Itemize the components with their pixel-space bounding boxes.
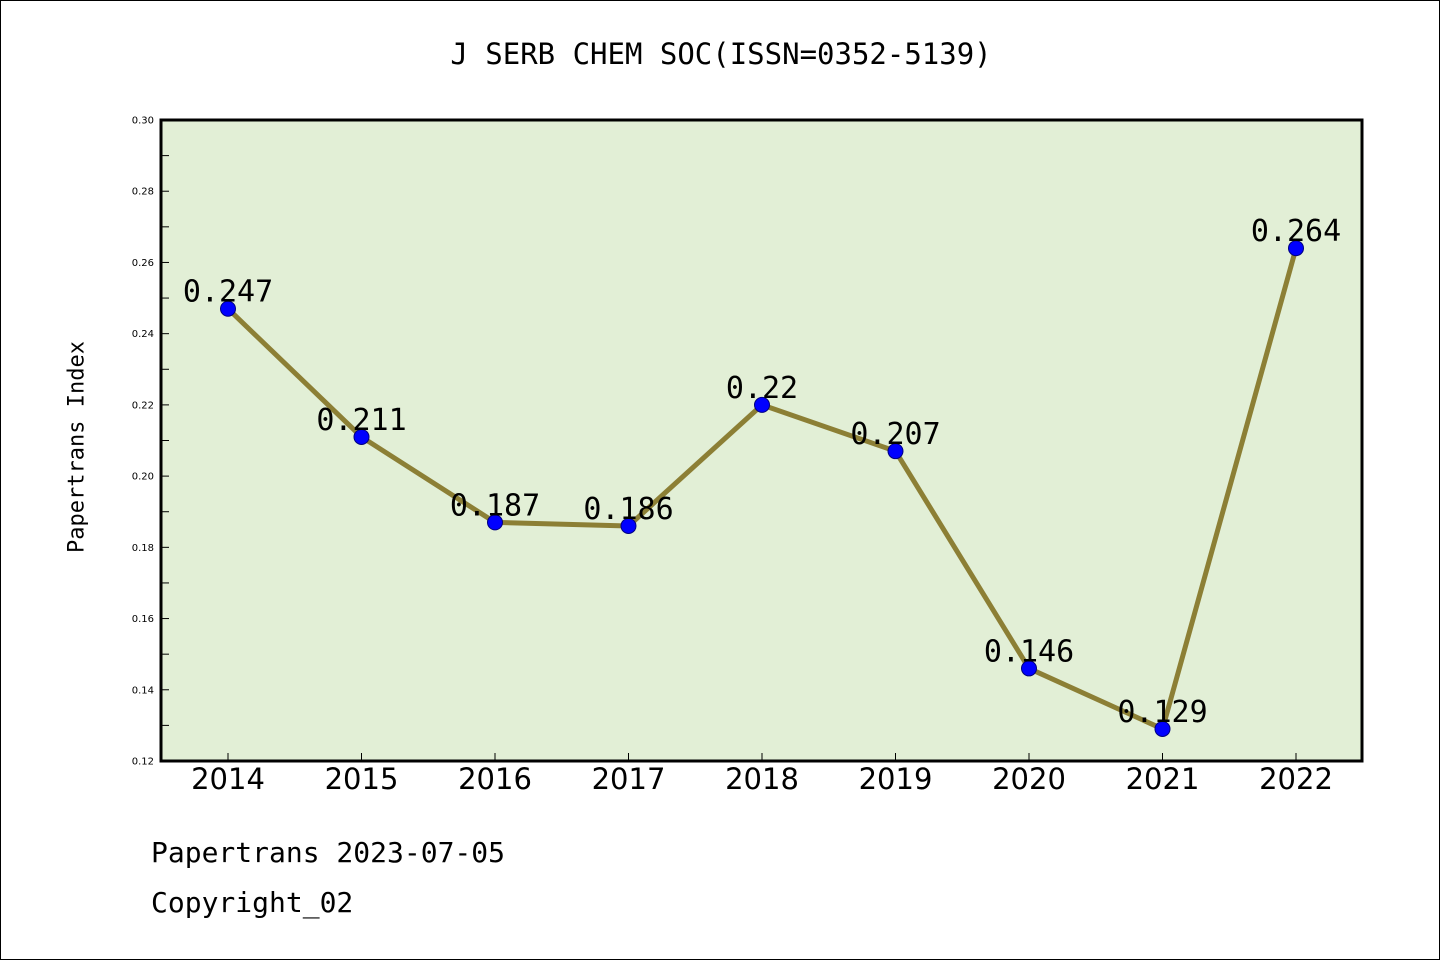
data-point [353,428,370,445]
data-label: 0.22 [726,371,798,406]
x-tick-label: 2021 [1126,762,1200,796]
data-labels: 0.247 0.211 0.187 0.186 0.22 0.207 0.146 0.129 0… [183,214,1341,730]
data-point [220,300,236,317]
x-tick-label: 2022 [1259,762,1333,796]
x-tick-label: 2019 [859,762,933,796]
y-tick-label: 0.14 [132,685,154,696]
y-axis-ticks: 0.12 0.14 0.16 0.18 0.20 0.22 0.24 0.26 0.28 0.30 [132,116,169,768]
y-tick-label: 0.30 [132,116,154,127]
y-tick-label: 0.28 [132,187,154,198]
y-tick-label: 0.22 [132,400,154,411]
data-label: 0.211 [316,403,406,438]
data-point [620,517,637,534]
y-tick-label: 0.26 [132,258,154,269]
y-tick-label: 0.24 [132,329,154,340]
footer-copyright: Copyright_02 [151,886,354,919]
data-point [1288,240,1304,257]
x-tick-label: 2020 [992,762,1066,796]
chart-title: J SERB CHEM SOC(ISSN=0352-5139) [450,37,992,71]
data-markers [220,240,1304,737]
y-tick-label: 0.12 [132,757,154,768]
data-label: 0.264 [1251,214,1341,249]
x-tick-label: 2017 [592,762,666,796]
data-label: 0.129 [1117,695,1207,730]
data-label: 0.187 [450,488,540,523]
data-point [1154,720,1171,737]
data-point [487,514,503,531]
x-tick-label: 2018 [725,762,799,796]
data-label: 0.186 [583,492,673,527]
data-label: 0.247 [183,275,273,310]
x-axis-ticks: 2014 2015 2016 2017 2018 2019 2020 2021 2022 [191,753,1333,796]
data-point [1021,660,1037,677]
y-tick-label: 0.20 [132,472,154,483]
footer-source: Papertrans 2023-07-05 [151,836,506,869]
plot-frame [159,118,1364,763]
x-tick-label: 2014 [191,762,265,796]
x-tick-label: 2015 [325,762,399,796]
x-tick-label: 2016 [458,762,532,796]
data-label: 0.207 [850,417,940,452]
y-tick-label: 0.16 [132,614,154,625]
data-label: 0.146 [984,634,1074,669]
data-point [887,443,904,460]
data-point [754,396,770,413]
y-tick-label: 0.18 [132,543,154,554]
